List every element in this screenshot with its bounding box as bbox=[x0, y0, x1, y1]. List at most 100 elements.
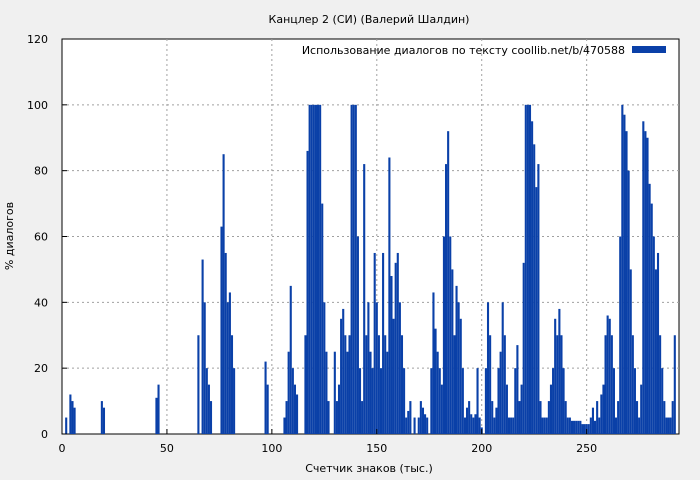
bar bbox=[417, 417, 420, 434]
x-tick-label: 150 bbox=[366, 442, 387, 455]
bar bbox=[619, 236, 622, 434]
bar bbox=[591, 407, 595, 434]
bar bbox=[535, 187, 538, 434]
bar bbox=[465, 407, 469, 434]
bar bbox=[358, 368, 362, 434]
bar bbox=[209, 401, 213, 434]
bar bbox=[486, 302, 490, 434]
bar bbox=[533, 144, 536, 435]
bar bbox=[354, 104, 357, 434]
bar bbox=[337, 384, 341, 434]
bar bbox=[461, 368, 464, 434]
bar bbox=[421, 407, 425, 434]
bar bbox=[335, 401, 338, 434]
bar bbox=[612, 368, 615, 434]
bar bbox=[495, 407, 498, 434]
bar bbox=[640, 384, 643, 434]
bar bbox=[520, 384, 523, 434]
bar bbox=[602, 384, 605, 434]
bar bbox=[625, 131, 628, 434]
bar bbox=[470, 414, 473, 434]
y-tick-label: 20 bbox=[34, 362, 48, 375]
bar bbox=[205, 368, 208, 434]
bar bbox=[646, 137, 649, 434]
grid bbox=[62, 39, 679, 434]
bar bbox=[623, 114, 626, 434]
bar bbox=[642, 121, 645, 435]
bar bbox=[610, 335, 613, 434]
bar bbox=[459, 318, 462, 434]
bar bbox=[600, 394, 603, 434]
bar bbox=[285, 401, 288, 434]
bar bbox=[71, 401, 74, 434]
bar bbox=[503, 335, 506, 434]
bar bbox=[407, 410, 410, 434]
bar bbox=[413, 417, 416, 434]
bar bbox=[604, 335, 607, 434]
bar bbox=[222, 154, 225, 435]
chart-title: Канцлер 2 (СИ) (Валерий Шалдин) bbox=[269, 13, 470, 26]
y-tick-label: 40 bbox=[34, 296, 48, 309]
x-tick-label: 250 bbox=[576, 442, 597, 455]
bar bbox=[394, 262, 397, 434]
bar bbox=[371, 368, 374, 434]
bar bbox=[434, 328, 437, 434]
bar bbox=[325, 351, 328, 434]
bar bbox=[388, 157, 391, 434]
bar bbox=[310, 104, 313, 434]
bar bbox=[659, 335, 662, 434]
bar bbox=[65, 417, 68, 434]
bar bbox=[531, 121, 534, 435]
bar bbox=[577, 420, 580, 434]
bar bbox=[573, 420, 576, 434]
bar bbox=[491, 401, 494, 434]
bar bbox=[505, 384, 508, 434]
x-tick-label: 100 bbox=[261, 442, 282, 455]
bar bbox=[157, 384, 160, 434]
bar bbox=[379, 368, 383, 434]
bar bbox=[633, 368, 636, 434]
bar bbox=[291, 368, 294, 434]
bar bbox=[69, 394, 72, 434]
bar bbox=[350, 104, 353, 434]
bar bbox=[289, 285, 292, 434]
bar bbox=[400, 335, 404, 434]
bar bbox=[665, 417, 668, 434]
bar bbox=[556, 335, 559, 434]
bar bbox=[445, 164, 448, 435]
legend-label: Использование диалогов по тексту coollib… bbox=[302, 44, 625, 57]
bar bbox=[314, 104, 317, 434]
bar bbox=[474, 414, 477, 434]
bar bbox=[348, 335, 351, 434]
bar bbox=[396, 252, 399, 434]
bar bbox=[671, 401, 674, 434]
bar bbox=[438, 368, 441, 434]
bar bbox=[608, 318, 611, 434]
bar bbox=[449, 236, 452, 434]
x-axis-label: Счетчик знаков (тыс.) bbox=[305, 462, 433, 475]
x-tick-label: 50 bbox=[160, 442, 174, 455]
bar bbox=[226, 302, 229, 434]
bar bbox=[295, 394, 299, 434]
bar bbox=[367, 302, 370, 434]
bar bbox=[430, 368, 433, 434]
bar bbox=[442, 236, 446, 434]
bar bbox=[207, 384, 210, 434]
bar bbox=[598, 417, 601, 434]
bar bbox=[644, 131, 647, 434]
bar bbox=[512, 417, 515, 434]
bar bbox=[405, 417, 408, 434]
bar bbox=[384, 335, 387, 434]
bar bbox=[497, 368, 500, 434]
bar bbox=[587, 424, 590, 434]
bar bbox=[319, 104, 322, 434]
y-axis-label: % диалогов bbox=[3, 202, 16, 270]
bar bbox=[499, 351, 502, 434]
bar bbox=[419, 401, 422, 434]
bar bbox=[570, 420, 574, 434]
legend: Использование диалогов по тексту coollib… bbox=[302, 44, 666, 57]
x-tick-label: 0 bbox=[59, 442, 66, 455]
bar bbox=[541, 417, 544, 434]
bar bbox=[489, 335, 492, 434]
